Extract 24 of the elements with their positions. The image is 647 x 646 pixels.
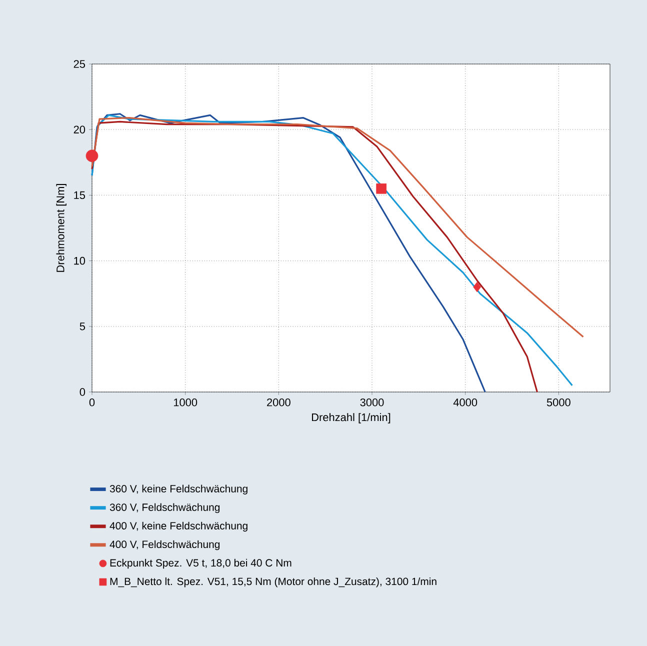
point [376,183,387,194]
x-axis-title: Drehzahl [1/min] [312,413,390,424]
x-tick-label: 4000 [453,398,478,406]
legend-label: M_B_Netto lt. Spez. V51, 15,5 Nm (Motor ohne J_Zusatz), 3100 1/min [110,577,436,588]
y-tick-label: 5 [80,322,86,330]
y-tick-label: 20 [74,126,86,134]
line-series [91,116,584,338]
point [473,282,482,292]
y-tick-label: 10 [74,256,86,265]
x-tick-label: 1000 [174,398,198,406]
x-tick-label: 5000 [546,398,570,406]
point [86,150,98,162]
x-tick-label: 3000 [360,398,384,406]
legend-label: 360 V, keine Feldschwächung [110,484,248,494]
legend-label: 360 V, Feldschwächung [110,503,220,514]
legend-label: Eckpunkt Spez. V5 t, 18,0 bei 40 C Nm [110,558,292,569]
x-tick-label: 2000 [267,398,290,406]
y-tick-label: 0 [80,388,86,396]
y-tick-label: 15 [74,191,86,200]
y-tick-label: 25 [74,60,86,68]
x-tick-label: 0 [89,398,95,406]
y-axis-title: Drehmoment [Nm] [56,184,66,272]
legend-label: 400 V, Feldschwächung [110,540,220,550]
legend-label: 400 V, keine Feldschwächung [110,522,248,532]
